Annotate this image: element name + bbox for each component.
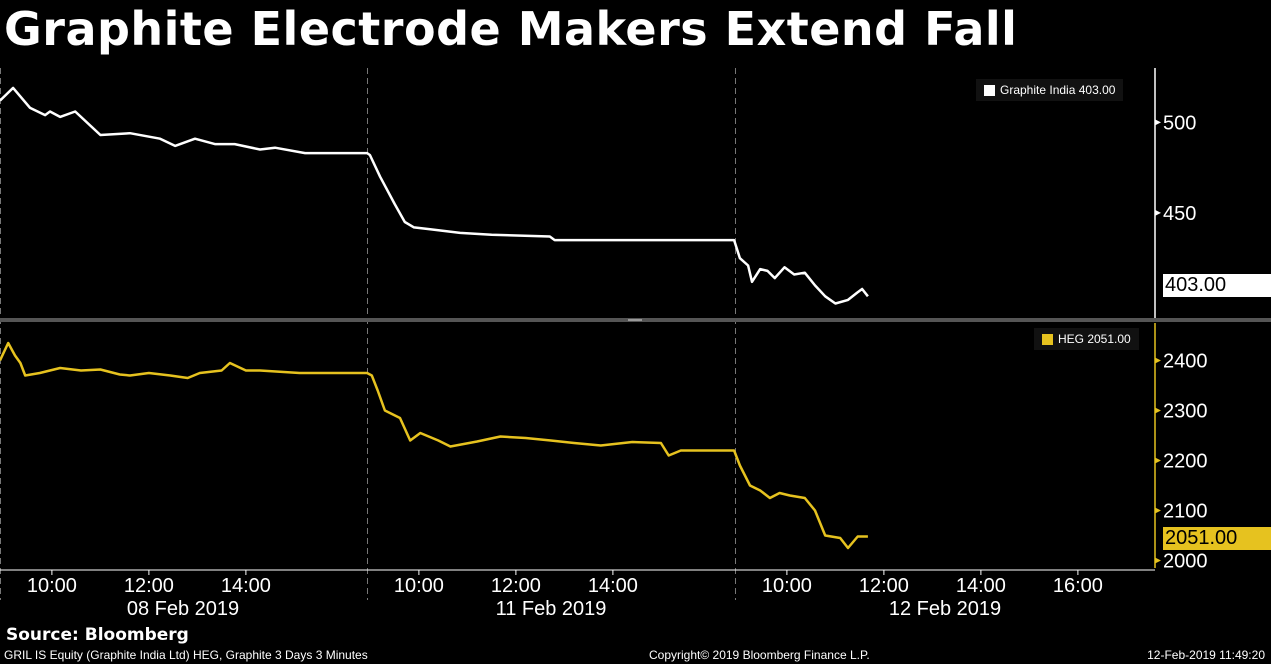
y-tick-mark [1155,357,1161,364]
last-value-tag-heg: 2051.00 [1163,527,1271,550]
y-tick-mark [1155,407,1161,414]
x-tick-label: 14:00 [588,575,638,597]
x-tick-label: 16:00 [1053,575,1103,597]
y-tick-label: 500 [1163,112,1196,134]
y-tick-mark [1155,457,1161,464]
x-tick-label: 10:00 [27,575,77,597]
y-tick-label: 2000 [1163,551,1208,573]
footer-description: GRIL IS Equity (Graphite India Ltd) HEG,… [4,648,368,662]
x-tick-label: 12:00 [491,575,541,597]
y-tick-label: 2200 [1163,451,1208,473]
y-tick-label: 450 [1163,203,1196,225]
legend-graphite-india: Graphite India 403.00 [976,79,1124,101]
series-line-graphite-india [0,86,869,305]
x-tick-label: 12:00 [124,575,174,597]
x-date-label: 08 Feb 2019 [127,598,239,620]
y-tick-mark [1155,507,1161,514]
y-tick-label: 2100 [1163,501,1208,523]
footer-copyright: Copyright© 2019 Bloomberg Finance L.P. [649,648,870,662]
legend-heg: HEG 2051.00 [1034,328,1139,350]
x-tick-label: 14:00 [956,575,1006,597]
x-tick-label: 14:00 [221,575,271,597]
source-label: Source: Bloomberg [6,625,189,645]
y-tick-label: 2400 [1163,351,1208,373]
legend-swatch-icon [984,84,995,96]
y-tick-mark [1155,209,1161,216]
series-line-heg [0,341,868,550]
legend-label: HEG 2051.00 [1058,332,1131,346]
last-value-tag-graphite: 403.00 [1163,274,1271,297]
x-tick-label: 10:00 [762,575,812,597]
x-tick-label: 12:00 [859,575,909,597]
x-tick-label: 10:00 [394,575,444,597]
legend-label: Graphite India 403.00 [1000,83,1116,97]
y-tick-mark [1155,119,1161,126]
chart-title: Graphite Electrode Makers Extend Fall [4,2,1018,56]
x-date-label: 11 Feb 2019 [496,598,607,620]
legend-swatch-icon [1042,333,1053,345]
y-tick-label: 2300 [1163,401,1208,423]
y-tick-mark [1155,557,1161,564]
x-date-label: 12 Feb 2019 [889,598,1001,620]
panel-resize-handle [628,319,642,321]
footer-timestamp: 12-Feb-2019 11:49:20 [1147,648,1265,662]
